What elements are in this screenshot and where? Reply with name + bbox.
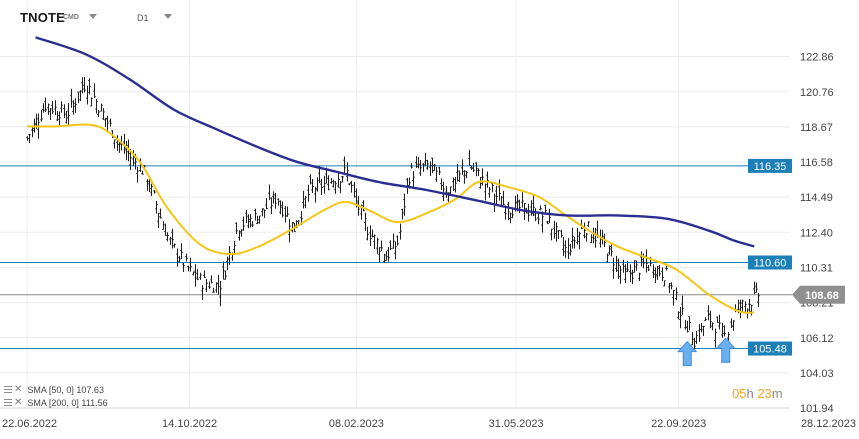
- level-price-label: 105.48: [753, 344, 787, 356]
- y-tick-label: 114.49: [800, 192, 833, 204]
- indicator-sma200: ✕ SMA [200, 0] 111.56: [4, 396, 108, 409]
- x-tick-label: 22.09.2023: [651, 418, 706, 430]
- y-tick-label: 101.94: [800, 403, 834, 415]
- indicator-label: SMA [200, 0] 111.56: [27, 397, 108, 408]
- arrow-up-icon: [715, 337, 736, 363]
- y-tick-label: 120.76: [800, 87, 834, 99]
- level-price-label: 116.35: [754, 161, 787, 173]
- countdown-minutes-unit: m: [771, 386, 783, 401]
- y-tick-label: 104.03: [800, 368, 834, 380]
- sma-50-line: [26, 123, 755, 314]
- current-price-tag: [792, 285, 845, 304]
- indicator-sma50: ✕ SMA [50, 0] 107.63: [4, 383, 108, 396]
- y-tick-label: 116.58: [800, 157, 833, 169]
- y-tick-label: 112.40: [800, 227, 833, 239]
- y-tick-label: 110.31: [800, 262, 833, 274]
- current-price-label: 108.68: [805, 290, 839, 302]
- timeframe-selector[interactable]: D1: [137, 13, 149, 23]
- visibility-icon[interactable]: [4, 399, 12, 406]
- countdown-hours: 05: [732, 386, 747, 401]
- chevron-down-icon[interactable]: [164, 14, 172, 19]
- chart-header: TNOTE CMD D1: [0, 0, 859, 34]
- exchange-label: CMD: [63, 14, 79, 21]
- countdown-minutes: 23: [757, 386, 772, 401]
- y-tick-label: 106.12: [800, 333, 834, 345]
- x-tick-label: 08.02.2023: [329, 418, 384, 430]
- close-icon[interactable]: ✕: [14, 384, 23, 395]
- countdown-hours-unit: h: [746, 386, 754, 401]
- symbol-label[interactable]: TNOTE: [20, 10, 66, 25]
- x-tick-label: 22.06.2022: [2, 418, 57, 430]
- arrow-up-icon: [677, 340, 698, 367]
- visibility-icon[interactable]: [4, 386, 12, 393]
- level-price-label-bg: [748, 255, 792, 270]
- close-icon[interactable]: ✕: [14, 397, 23, 408]
- x-tick-label: 28.12.2023: [801, 418, 856, 430]
- chevron-down-icon[interactable]: [89, 14, 97, 19]
- x-tick-label: 14.10.2022: [162, 418, 217, 430]
- y-tick-label: 118.67: [800, 122, 833, 134]
- level-price-label: 110.60: [754, 257, 787, 269]
- indicator-label: SMA [50, 0] 107.63: [27, 384, 104, 395]
- level-price-label-bg: [748, 158, 792, 173]
- candle-countdown: 05h 23m: [732, 386, 783, 401]
- sma-200-line: [35, 36, 755, 248]
- x-tick-label: 31.05.2023: [489, 418, 544, 430]
- level-price-label-bg: [748, 341, 792, 356]
- y-tick-label: 122.86: [800, 52, 834, 64]
- indicator-legend: ✕ SMA [50, 0] 107.63 ✕ SMA [200, 0] 111.…: [4, 383, 108, 409]
